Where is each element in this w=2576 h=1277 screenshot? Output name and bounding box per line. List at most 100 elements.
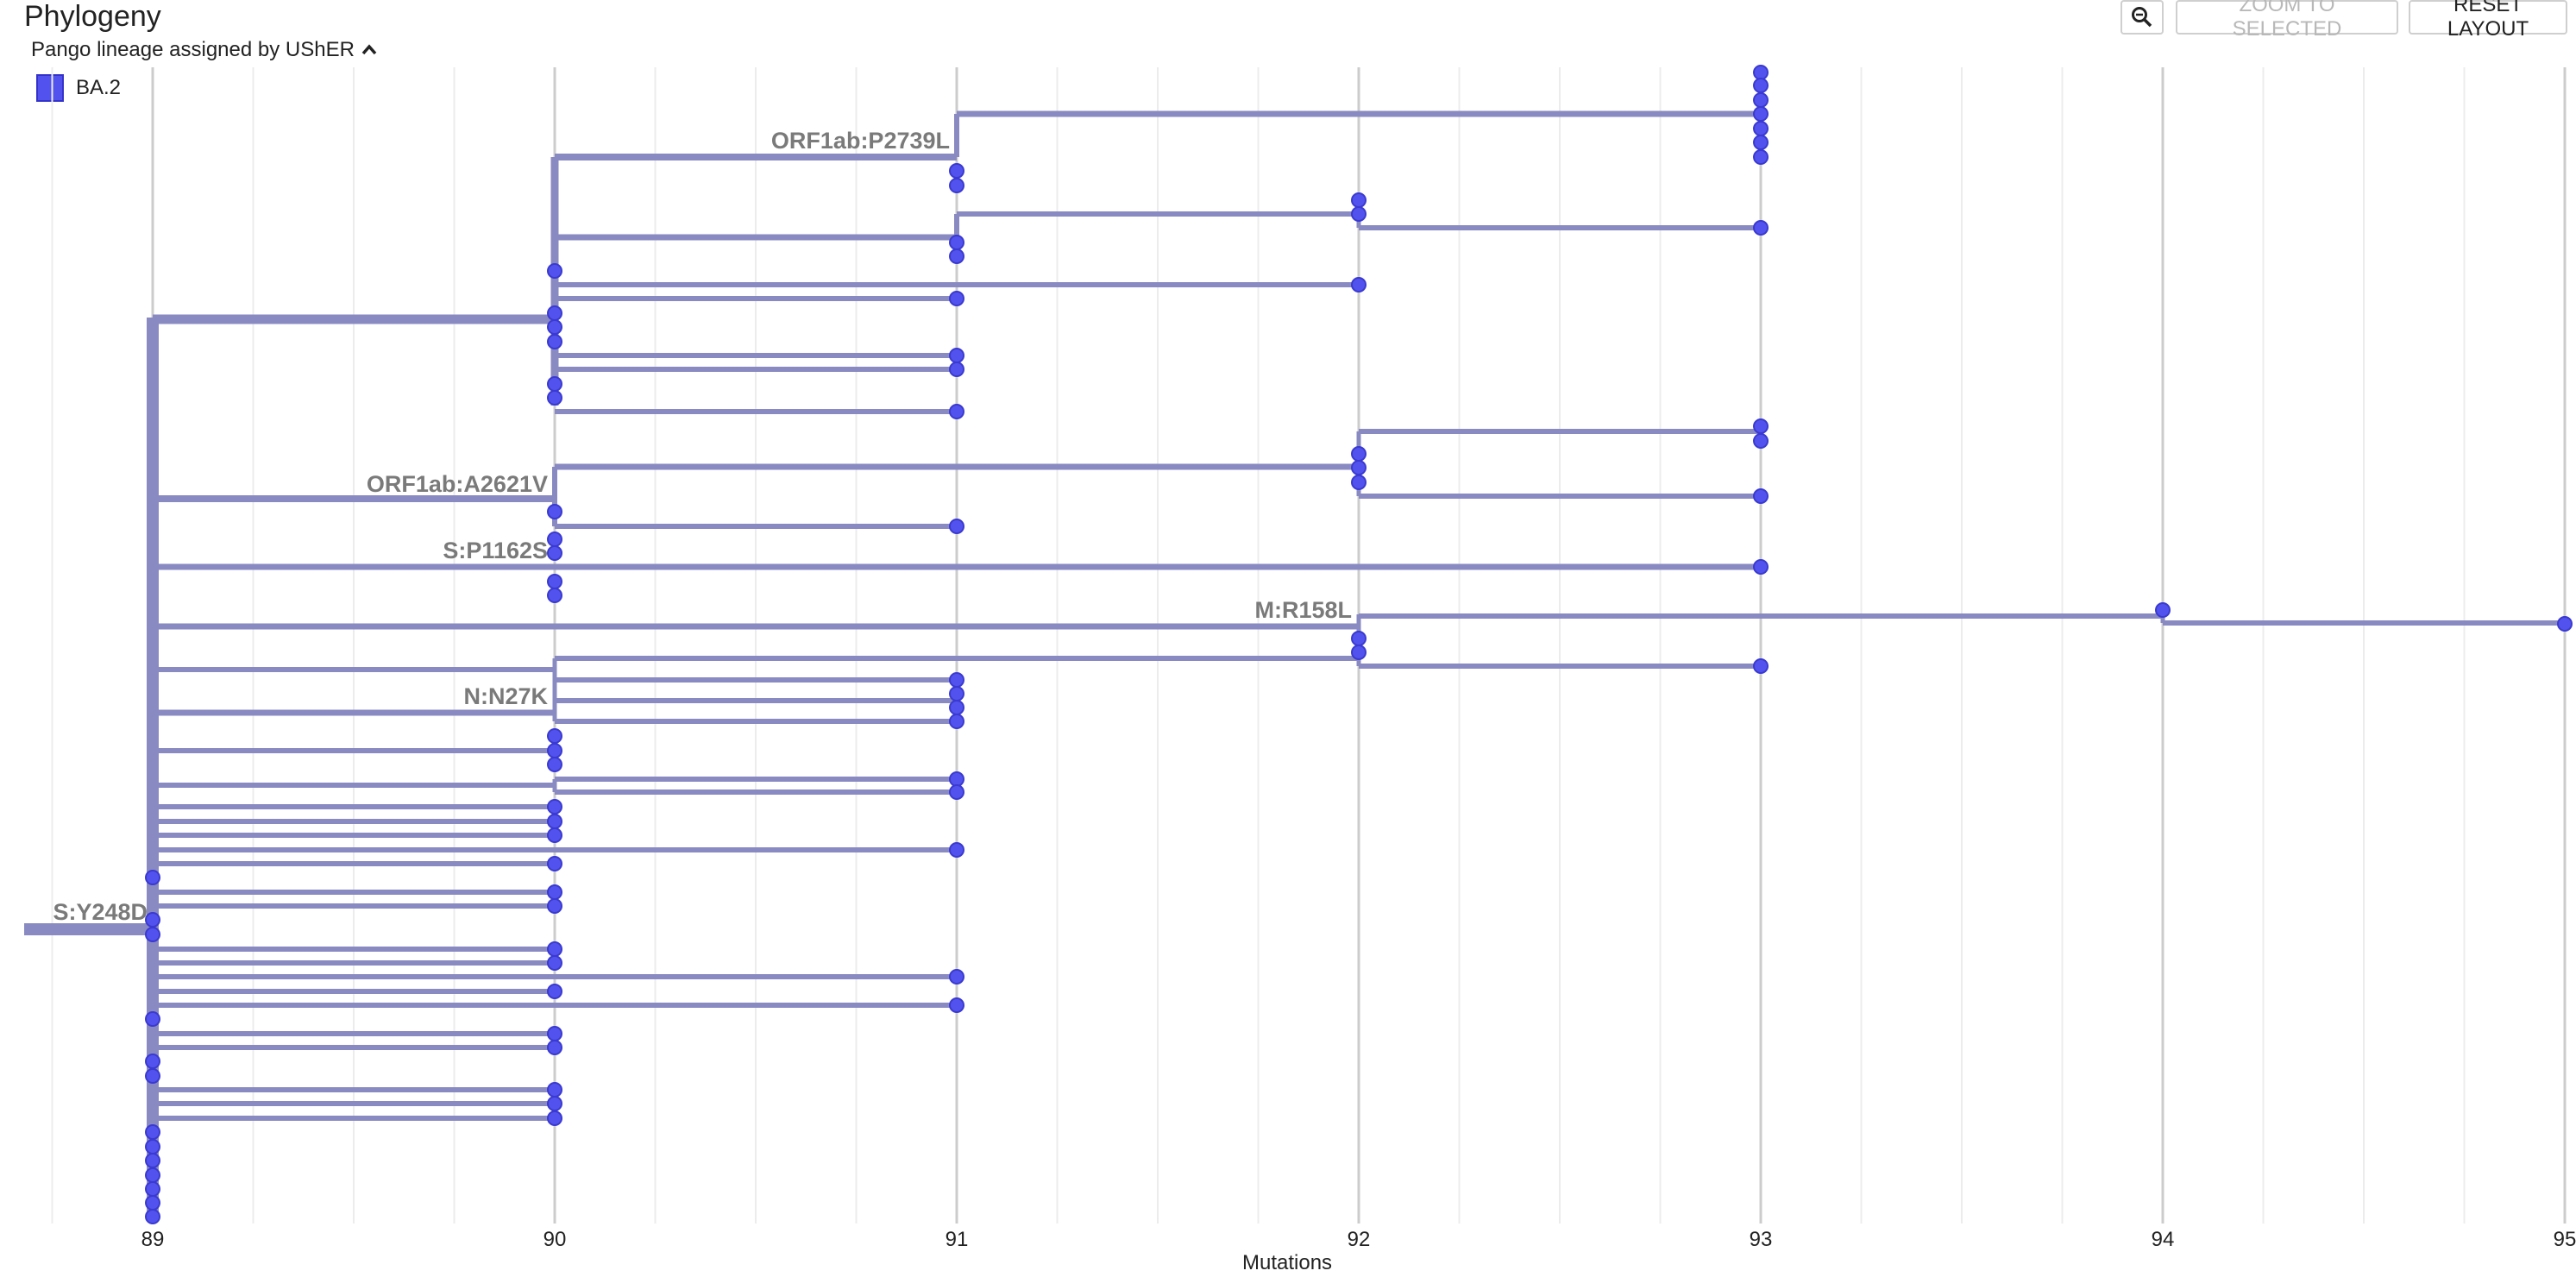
legend-label: BA.2	[76, 76, 122, 99]
tree-node	[1753, 135, 1769, 150]
tree-node	[1351, 206, 1367, 222]
tree-nodes	[145, 65, 2573, 1224]
tree-node	[547, 743, 562, 758]
tree-node	[949, 700, 964, 715]
tree-node	[949, 404, 964, 419]
mutation-label: M:R158L	[1254, 597, 1352, 623]
tree-node	[949, 362, 964, 377]
tree-node	[949, 519, 964, 534]
tree-node	[547, 305, 562, 321]
tree-node	[547, 728, 562, 744]
tree-node	[1351, 192, 1367, 208]
tree-node	[1351, 277, 1367, 293]
tree-node	[2155, 602, 2171, 618]
tree-node	[547, 955, 562, 971]
tree-node	[547, 319, 562, 335]
panel-title: Phylogeny	[24, 0, 161, 33]
tree-node	[949, 784, 964, 800]
tree-node	[1753, 149, 1769, 165]
x-tick-label: 90	[543, 1228, 567, 1251]
tree-node	[145, 1139, 160, 1154]
tree-node	[547, 1026, 562, 1041]
tree-node	[1753, 658, 1769, 674]
tree-node	[547, 799, 562, 815]
mutation-label: ORF1ab:A2621V	[367, 471, 548, 497]
zoom-out-button[interactable]	[2120, 0, 2164, 35]
tree-node	[949, 348, 964, 363]
tree-node	[949, 178, 964, 193]
tree-node	[547, 757, 562, 772]
tree-node	[145, 1124, 160, 1140]
tree-node	[547, 884, 562, 900]
tree-node	[145, 912, 160, 928]
color-by-dropdown[interactable]: Pango lineage assigned by UShER	[31, 38, 379, 62]
tree-node	[1753, 488, 1769, 504]
tree-node	[1753, 65, 1769, 80]
tree-node	[145, 870, 160, 885]
tree-node	[949, 163, 964, 179]
x-tick-label: 92	[1348, 1228, 1371, 1251]
tree-node	[949, 714, 964, 729]
tree-node	[1351, 475, 1367, 490]
tree-node	[949, 291, 964, 306]
tree-node	[2557, 616, 2573, 632]
tree-node	[145, 1068, 160, 1084]
tree-node	[547, 574, 562, 589]
tree-node	[145, 1054, 160, 1069]
tree-node	[547, 376, 562, 392]
tree-node	[547, 941, 562, 957]
tree-node	[145, 1167, 160, 1183]
tree-node	[949, 235, 964, 250]
x-tick-label: 89	[141, 1228, 165, 1251]
tree-node	[547, 334, 562, 349]
x-tick-label: 94	[2152, 1228, 2175, 1251]
tree-node	[145, 1153, 160, 1168]
tree-node	[1753, 433, 1769, 449]
tree-node	[949, 771, 964, 787]
tree-node	[1351, 460, 1367, 475]
tree-node	[547, 856, 562, 871]
mutation-label: N:N27K	[463, 683, 548, 709]
tree-node	[145, 927, 160, 942]
tree-node	[547, 827, 562, 843]
legend-swatch	[36, 74, 64, 102]
x-axis-ticks: 89 90 91 92 93 94 95	[141, 1228, 2576, 1251]
chevron-up-icon	[361, 44, 377, 55]
tree-node	[547, 1096, 562, 1111]
tree-node	[949, 997, 964, 1013]
mutation-labels: ORF1ab:P2739L ORF1ab:A2621V S:P1162S M:R158…	[53, 128, 1352, 925]
x-axis-label: Mutations	[1242, 1251, 1333, 1274]
tree-node	[547, 1040, 562, 1055]
tree-node	[547, 814, 562, 829]
tree-node	[1753, 78, 1769, 93]
tree-node	[547, 390, 562, 406]
tree-node	[547, 532, 562, 547]
tree-node	[1753, 106, 1769, 122]
tree-node	[547, 898, 562, 914]
tree-node	[949, 686, 964, 701]
tree-node	[547, 984, 562, 999]
tree-node	[547, 1082, 562, 1098]
tree-node	[1753, 121, 1769, 136]
tree-node	[145, 1011, 160, 1027]
tree-node	[1351, 645, 1367, 660]
x-tick-label: 93	[1750, 1228, 1773, 1251]
tree-node	[547, 263, 562, 279]
mutation-label: ORF1ab:P2739L	[771, 128, 950, 154]
tree-node	[1753, 559, 1769, 575]
tree-node	[145, 1181, 160, 1197]
tree-node	[949, 248, 964, 264]
tree-branches	[24, 110, 2565, 1218]
tree-node	[1351, 446, 1367, 462]
tree-node	[1753, 220, 1769, 236]
tree-node	[145, 1209, 160, 1224]
tree-node	[145, 1195, 160, 1211]
color-by-label: Pango lineage assigned by UShER	[31, 38, 355, 61]
tree-node	[547, 1110, 562, 1126]
tree-node	[949, 672, 964, 688]
x-tick-label: 91	[946, 1228, 969, 1251]
zoom-out-icon	[2132, 7, 2152, 28]
tree-node	[1753, 92, 1769, 108]
tree-node	[547, 588, 562, 603]
